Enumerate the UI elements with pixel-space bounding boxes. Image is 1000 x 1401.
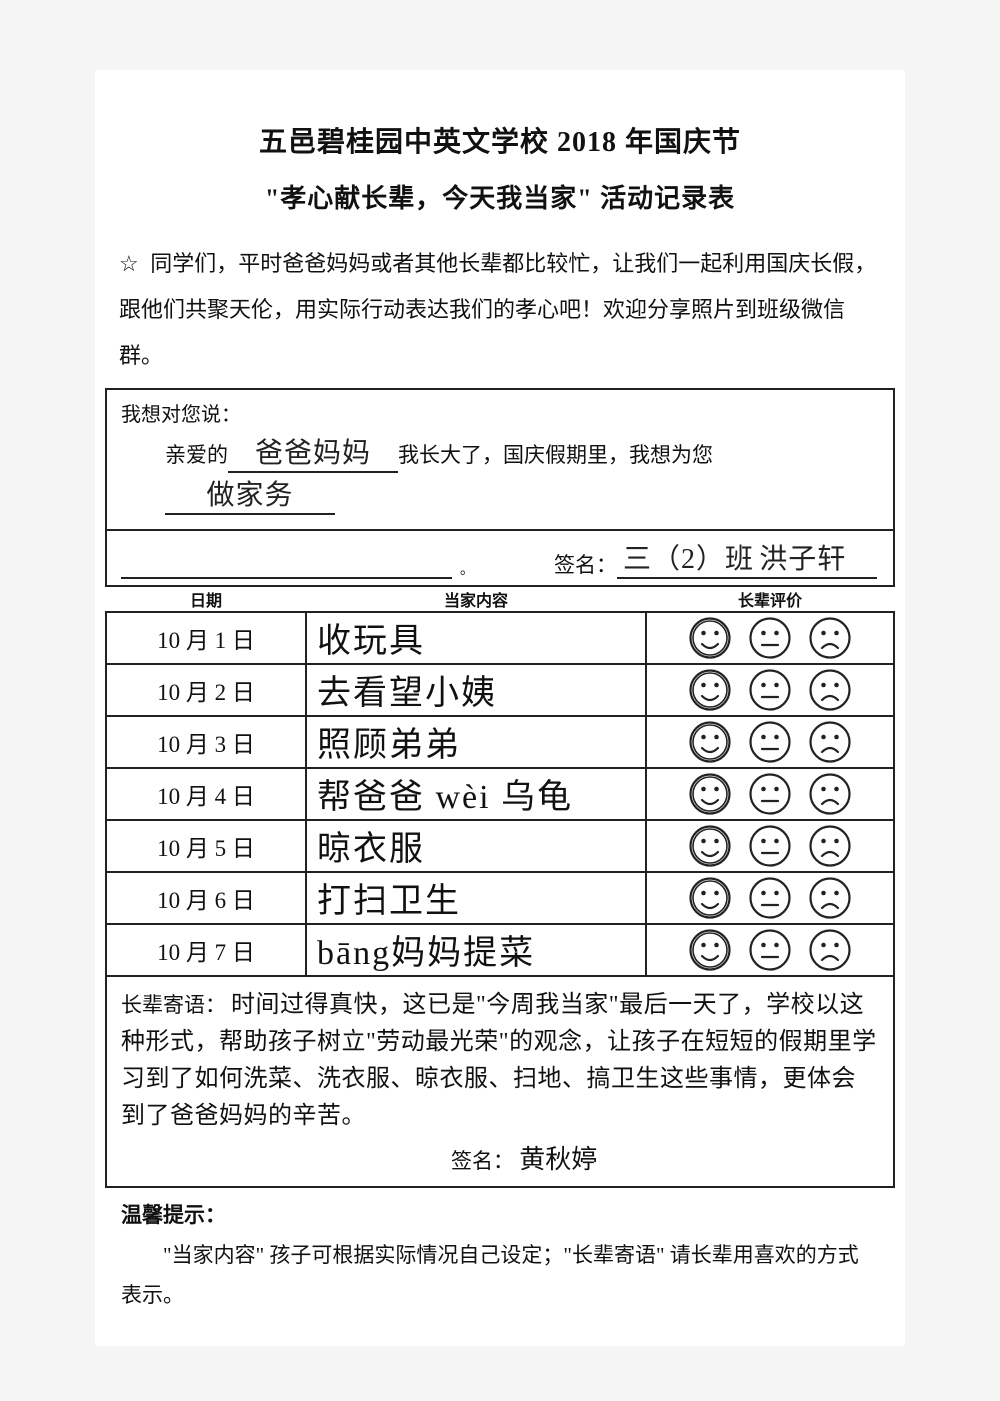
rating-cell bbox=[646, 820, 894, 872]
signature-row-cell: 。 签名： 三（2）班 洪子轩 bbox=[106, 530, 894, 586]
content-handwriting: 去看望小姨 bbox=[317, 675, 497, 712]
rating-cell bbox=[646, 872, 894, 924]
star-icon: ☆ bbox=[119, 241, 139, 287]
table-row: 10 月 2 日去看望小姨 bbox=[106, 664, 894, 716]
content-cell: 晾衣服 bbox=[306, 820, 646, 872]
table-header-row: 日期 当家内容 长辈评价 bbox=[106, 586, 894, 612]
date-cell: 10 月 1 日 bbox=[106, 612, 306, 664]
record-table: 我想对您说： 亲爱的爸爸妈妈我长大了，国庆假期里，我想为您做家务 。 签名： 三… bbox=[105, 388, 895, 1189]
smile-face-icon[interactable] bbox=[689, 721, 731, 763]
neutral-face-icon[interactable] bbox=[749, 877, 791, 919]
tips-label: 温馨提示： bbox=[121, 1196, 879, 1236]
content-handwriting: 帮爸爸 wèi 乌龟 bbox=[317, 779, 573, 816]
rating-faces bbox=[647, 721, 893, 763]
dear-mid: 我长大了，国庆假期里，我想为您 bbox=[398, 443, 713, 467]
table-row: 10 月 4 日帮爸爸 wèi 乌龟 bbox=[106, 768, 894, 820]
content-cell: 收玩具 bbox=[306, 612, 646, 664]
frown-face-icon[interactable] bbox=[809, 825, 851, 867]
say-label: 我想对您说： bbox=[121, 398, 879, 427]
content-handwriting: 收玩具 bbox=[317, 623, 425, 660]
smile-face-icon[interactable] bbox=[689, 617, 731, 659]
frown-face-icon[interactable] bbox=[809, 669, 851, 711]
date-cell: 10 月 4 日 bbox=[106, 768, 306, 820]
content-cell: 打扫卫生 bbox=[306, 872, 646, 924]
rating-faces bbox=[647, 669, 893, 711]
frown-face-icon[interactable] bbox=[809, 773, 851, 815]
rating-cell bbox=[646, 716, 894, 768]
intro-text: 同学们，平时爸爸妈妈或者其他长辈都比较忙，让我们一起利用国庆长假，跟他们共聚天伦… bbox=[119, 251, 876, 368]
neutral-face-icon[interactable] bbox=[749, 617, 791, 659]
frown-face-icon[interactable] bbox=[809, 877, 851, 919]
rating-faces bbox=[647, 929, 893, 971]
signature-blank-line bbox=[121, 557, 452, 579]
title-line-2: "孝心献长辈，今天我当家" 活动记录表 bbox=[105, 178, 895, 215]
dear-prefix: 亲爱的 bbox=[165, 443, 228, 467]
message-signature-label: 签名： bbox=[451, 1149, 514, 1173]
rating-cell bbox=[646, 664, 894, 716]
signature-underline: 三（2）班 洪子轩 bbox=[617, 537, 877, 579]
header-date: 日期 bbox=[106, 586, 306, 612]
date-cell: 10 月 5 日 bbox=[106, 820, 306, 872]
intro-paragraph: ☆ 同学们，平时爸爸妈妈或者其他长辈都比较忙，让我们一起利用国庆长假，跟他们共聚… bbox=[105, 241, 895, 380]
signature-class: 三（2）班 bbox=[623, 537, 754, 577]
table-row: 10 月 5 日晾衣服 bbox=[106, 820, 894, 872]
content-handwriting: 照顾弟弟 bbox=[317, 727, 461, 764]
dear-fill-1: 爸爸妈妈 bbox=[228, 431, 398, 473]
rating-faces bbox=[647, 877, 893, 919]
signature-period: 。 bbox=[460, 559, 474, 579]
title-line-1: 五邑碧桂园中英文学校 2018 年国庆节 bbox=[105, 120, 895, 160]
rating-faces bbox=[647, 773, 893, 815]
content-handwriting: bāng妈妈提菜 bbox=[317, 935, 535, 972]
smile-face-icon[interactable] bbox=[689, 669, 731, 711]
neutral-face-icon[interactable] bbox=[749, 669, 791, 711]
header-rating: 长辈评价 bbox=[646, 586, 894, 612]
dear-line: 亲爱的爸爸妈妈我长大了，国庆假期里，我想为您做家务 bbox=[121, 431, 879, 515]
neutral-face-icon[interactable] bbox=[749, 825, 791, 867]
neutral-face-icon[interactable] bbox=[749, 773, 791, 815]
signature-row: 。 签名： 三（2）班 洪子轩 bbox=[121, 537, 877, 579]
message-signature-name: 黄秋婷 bbox=[519, 1145, 597, 1174]
table-row: 10 月 1 日收玩具 bbox=[106, 612, 894, 664]
date-cell: 10 月 2 日 bbox=[106, 664, 306, 716]
frown-face-icon[interactable] bbox=[809, 721, 851, 763]
date-cell: 10 月 3 日 bbox=[106, 716, 306, 768]
smile-face-icon[interactable] bbox=[689, 929, 731, 971]
smile-face-icon[interactable] bbox=[689, 877, 731, 919]
content-cell: 去看望小姨 bbox=[306, 664, 646, 716]
rating-faces bbox=[647, 617, 893, 659]
message-label: 长辈寄语： bbox=[121, 993, 226, 1017]
table-row: 10 月 3 日照顾弟弟 bbox=[106, 716, 894, 768]
content-cell: 帮爸爸 wèi 乌龟 bbox=[306, 768, 646, 820]
rating-cell bbox=[646, 612, 894, 664]
message-signature-line: 签名： 黄秋婷 bbox=[121, 1139, 879, 1176]
message-handwriting: 时间过得真快，这已是"今周我当家"最后一天了，学校以这种形式，帮助孩子树立"劳动… bbox=[121, 992, 877, 1130]
tips-text: "当家内容" 孩子可根据实际情况自己设定；"长辈寄语" 请长辈用喜欢的方式表示。 bbox=[121, 1236, 879, 1316]
content-cell: 照顾弟弟 bbox=[306, 716, 646, 768]
header-content: 当家内容 bbox=[306, 586, 646, 612]
say-cell: 我想对您说： 亲爱的爸爸妈妈我长大了，国庆假期里，我想为您做家务 bbox=[106, 389, 894, 530]
signature-name: 洪子轩 bbox=[759, 537, 846, 577]
rating-faces bbox=[647, 825, 893, 867]
smile-face-icon[interactable] bbox=[689, 773, 731, 815]
frown-face-icon[interactable] bbox=[809, 929, 851, 971]
parent-message-cell: 长辈寄语： 时间过得真快，这已是"今周我当家"最后一天了，学校以这种形式，帮助孩… bbox=[106, 976, 894, 1188]
date-cell: 10 月 7 日 bbox=[106, 924, 306, 976]
dear-fill-2: 做家务 bbox=[165, 473, 335, 515]
content-handwriting: 晾衣服 bbox=[317, 831, 425, 868]
content-handwriting: 打扫卫生 bbox=[317, 883, 461, 920]
frown-face-icon[interactable] bbox=[809, 617, 851, 659]
content-cell: bāng妈妈提菜 bbox=[306, 924, 646, 976]
smile-face-icon[interactable] bbox=[689, 825, 731, 867]
signature-label: 签名： bbox=[554, 549, 617, 579]
rating-cell bbox=[646, 924, 894, 976]
neutral-face-icon[interactable] bbox=[749, 721, 791, 763]
date-cell: 10 月 6 日 bbox=[106, 872, 306, 924]
rating-cell bbox=[646, 768, 894, 820]
worksheet-page: 五邑碧桂园中英文学校 2018 年国庆节 "孝心献长辈，今天我当家" 活动记录表… bbox=[95, 70, 905, 1346]
tips-block: 温馨提示： "当家内容" 孩子可根据实际情况自己设定；"长辈寄语" 请长辈用喜欢… bbox=[105, 1196, 895, 1316]
neutral-face-icon[interactable] bbox=[749, 929, 791, 971]
table-row: 10 月 6 日打扫卫生 bbox=[106, 872, 894, 924]
table-row: 10 月 7 日 bāng妈妈提菜 bbox=[106, 924, 894, 976]
